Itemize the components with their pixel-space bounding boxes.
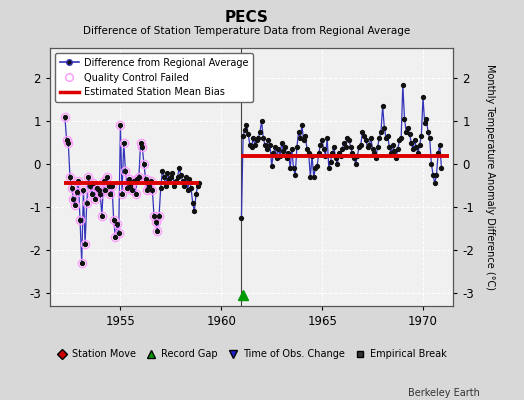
Text: Berkeley Earth: Berkeley Earth: [408, 388, 479, 398]
Legend: Station Move, Record Gap, Time of Obs. Change, Empirical Break: Station Move, Record Gap, Time of Obs. C…: [53, 346, 450, 362]
Y-axis label: Monthly Temperature Anomaly Difference (°C): Monthly Temperature Anomaly Difference (…: [485, 64, 495, 290]
Text: Difference of Station Temperature Data from Regional Average: Difference of Station Temperature Data f…: [83, 26, 410, 36]
Text: PECS: PECS: [224, 10, 268, 25]
Legend: Difference from Regional Average, Quality Control Failed, Estimated Station Mean: Difference from Regional Average, Qualit…: [54, 53, 253, 102]
